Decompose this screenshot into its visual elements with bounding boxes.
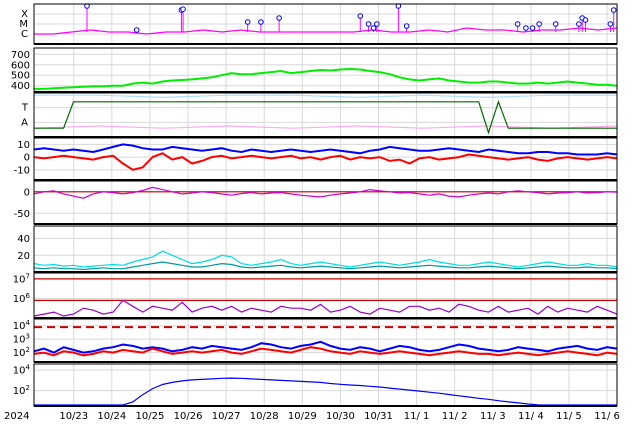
y-tick-label: 400 [11, 81, 30, 92]
flare-marker [276, 15, 282, 21]
flare-marker [374, 21, 380, 27]
y-tick-label: M [19, 19, 28, 30]
flare-marker [582, 17, 589, 23]
y-tick-label: 500 [11, 71, 30, 82]
y-tick-label: 700 [11, 50, 30, 61]
series-line [33, 250, 618, 268]
panel-frame [33, 272, 618, 319]
flare-marker [523, 25, 529, 31]
x-tick-label: 10/29 [288, 411, 317, 422]
x-tick-label: 11/ 3 [480, 411, 506, 422]
x-axis-year: 2024 [4, 411, 29, 422]
y-tick-label: 0 [24, 153, 30, 164]
x-axis-year-label: 2024 [4, 411, 29, 422]
y-tick-label: 104 [13, 319, 31, 332]
y-tick-label: 0 [24, 187, 30, 198]
series-line [33, 346, 618, 357]
flare-marker [536, 21, 542, 27]
panel-proton-flux: 107 106 [13, 272, 618, 319]
chart-panels: XMC700600500400TA100-100-504020107106104… [11, 3, 618, 407]
flare-marker [258, 19, 264, 25]
flare-marker [403, 23, 410, 29]
x-tick-label: 10/25 [136, 411, 165, 422]
series-line [33, 299, 618, 317]
series-line [33, 340, 618, 354]
series-line [33, 186, 618, 199]
panel-flare-class: XMC [19, 3, 618, 45]
y-tick-label: 102 [13, 346, 30, 359]
y-tick-label: 10 [17, 140, 30, 151]
series-line [34, 67, 618, 90]
x-tick-label: 10/26 [174, 411, 203, 422]
x-axis-tick-labels: 10/23 10/24 10/25 10/26 10/27 10/28 10/29 10/30… [59, 411, 620, 422]
x-tick-label: 10/28 [250, 411, 279, 422]
flare-marker [514, 21, 521, 27]
flare-marker [133, 27, 140, 33]
flare-marker [357, 13, 364, 19]
x-tick-label: 11/ 4 [518, 411, 544, 422]
x-tick-label: 10/24 [97, 411, 126, 422]
y-tick-label: A [21, 117, 28, 128]
x-tick-label: 11/ 2 [442, 411, 468, 422]
flare-marker [607, 21, 614, 27]
flare-marker [576, 21, 582, 27]
x-tick-label: 11/ 1 [404, 411, 430, 422]
y-tick-label: 40 [17, 234, 30, 245]
series-line [33, 125, 618, 129]
x-tick-label: 10/27 [212, 411, 241, 422]
y-tick-label: X [21, 9, 28, 20]
panel-frame [33, 180, 618, 225]
panel-panel-6: 40 20 [17, 225, 618, 273]
x-tick-label: 10/31 [364, 411, 393, 422]
y-tick-label: 102 [13, 384, 30, 397]
series-line [34, 27, 618, 35]
panel-imf-components: 10 0-10 [14, 137, 618, 181]
y-tick-label: 103 [13, 333, 30, 346]
panel-frame [33, 92, 618, 138]
flare-marker [365, 21, 372, 27]
y-tick-label: 20 [17, 251, 30, 262]
y-tick-label: 106 [13, 292, 31, 305]
flare-marker [552, 21, 559, 27]
y-tick-label: 104 [13, 364, 31, 377]
flare-marker [180, 6, 186, 12]
flare-marker [610, 7, 617, 13]
y-tick-label: -10 [14, 165, 30, 176]
x-tick-label: 10/23 [59, 411, 88, 422]
series-line [34, 99, 617, 135]
series-line [34, 94, 617, 99]
x-tick-label: 11/ 5 [556, 411, 582, 422]
x-tick-label: 11/ 6 [594, 411, 620, 422]
series-line [34, 377, 617, 406]
y-tick-label: 600 [11, 60, 30, 71]
y-tick-label: 107 [13, 272, 30, 285]
series-line [33, 143, 618, 156]
series-line [33, 261, 618, 271]
panel-fluence: 104 102 [13, 363, 618, 407]
panel-imf-sector: TA [21, 92, 618, 138]
y-tick-label: C [21, 29, 28, 40]
panel-panel-5: 0 -50 [14, 180, 618, 225]
series-line [33, 152, 618, 171]
x-tick-label: 10/30 [326, 411, 355, 422]
flare-marker [370, 25, 377, 31]
flare-marker [529, 25, 536, 31]
y-tick-label: -50 [14, 209, 30, 220]
y-tick-label: T [21, 103, 29, 114]
flare-marker [244, 19, 251, 25]
